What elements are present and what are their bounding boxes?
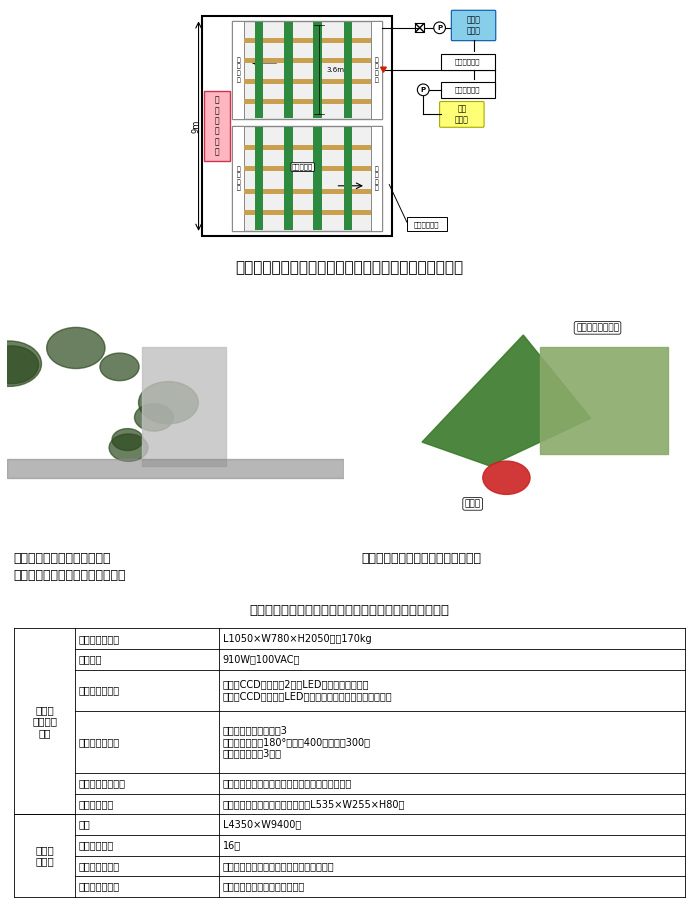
Text: 収
穫
ロ
ボ
ッ
ト: 収 穫 ロ ボ ッ ト	[215, 95, 219, 156]
Text: 切断刃付き開閉フィンガ、把持確認用光電センサ: 切断刃付き開閉フィンガ、把持確認用光電センサ	[223, 778, 352, 788]
Text: L1050×W780×H2050㎜、170kg: L1050×W780×H2050㎜、170kg	[223, 634, 371, 644]
Bar	[244, 57, 370, 63]
Bar	[233, 21, 244, 119]
Text: 図２　定置型収穫ロボットと: 図２ 定置型収穫ロボットと	[14, 552, 111, 565]
Bar	[244, 189, 370, 194]
Text: エンドエフェクタ: エンドエフェクタ	[79, 778, 126, 788]
Bar	[233, 21, 382, 119]
Text: 収容箱: 収容箱	[465, 499, 481, 508]
Circle shape	[145, 360, 174, 380]
Text: P: P	[437, 25, 442, 31]
Text: 循環式移動栽培装置の連動: 循環式移動栽培装置の連動	[14, 569, 127, 583]
FancyBboxPatch shape	[440, 102, 484, 127]
Circle shape	[145, 325, 177, 348]
Text: 所要電力: 所要電力	[79, 654, 103, 664]
Bar	[233, 126, 382, 232]
Bar	[244, 79, 370, 85]
Circle shape	[43, 424, 89, 454]
Circle shape	[75, 356, 137, 400]
Circle shape	[417, 84, 429, 95]
Text: 搬
送
装
置: 搬 送 装 置	[375, 57, 378, 83]
Circle shape	[140, 324, 194, 362]
Bar	[344, 127, 352, 230]
Bar	[370, 126, 382, 232]
Text: 寸法: 寸法	[79, 820, 91, 830]
Text: 9m: 9m	[192, 119, 201, 133]
Bar	[244, 145, 370, 150]
Bar	[255, 22, 264, 118]
Polygon shape	[422, 335, 591, 465]
Text: かんぽ
タンク: かんぽ タンク	[467, 15, 480, 35]
Text: 16台: 16台	[223, 840, 241, 850]
Bar	[204, 91, 230, 161]
Circle shape	[483, 461, 530, 494]
Text: 定置型
ロボット
本体: 定置型 ロボット 本体	[32, 704, 57, 738]
Circle shape	[0, 415, 37, 442]
FancyBboxPatch shape	[452, 10, 496, 41]
Text: パイプハウス: パイプハウス	[414, 221, 440, 228]
Bar	[540, 347, 668, 454]
Text: マシンビジョン: マシンビジョン	[79, 685, 120, 695]
Text: エンドエフェクタ: エンドエフェクタ	[576, 324, 619, 333]
Bar	[244, 99, 370, 104]
Bar	[142, 347, 226, 465]
Text: 図１　定置型収穫ロボットと循環式移動栽培装置の配置: 図１ 定置型収穫ロボットと循環式移動栽培装置の配置	[236, 260, 463, 275]
Bar	[244, 210, 370, 215]
Text: 横移送ユニット: 横移送ユニット	[79, 882, 120, 892]
Bar	[415, 23, 424, 33]
Bar	[407, 217, 447, 232]
Text: 3.6m: 3.6m	[326, 67, 344, 73]
Text: 収容台：左右両側、対応ケース：L535×W255×H80㎜: 収容台：左右両側、対応ケース：L535×W255×H80㎜	[223, 799, 405, 809]
Text: トレイ収容部: トレイ収容部	[79, 799, 114, 809]
Bar	[244, 38, 370, 43]
Text: 栽培ベッド: 栽培ベッド	[292, 164, 313, 170]
Polygon shape	[381, 67, 387, 73]
Text: 円筒座標型、自由度：3
可動範囲：回転180°、昇降400㎜、前後300㎜
フィンガ傾斜：3段階: 円筒座標型、自由度：3 可動範囲：回転180°、昇降400㎜、前後300㎜ フィ…	[223, 725, 370, 759]
Bar	[7, 459, 345, 478]
Text: 灌水ユニット: 灌水ユニット	[455, 58, 480, 65]
Text: 表１　定置型収穫ロボットと循環式移動栽培装置の仕様: 表１ 定置型収穫ロボットと循環式移動栽培装置の仕様	[250, 604, 449, 617]
Bar	[344, 22, 352, 118]
Bar	[284, 127, 292, 230]
Circle shape	[434, 22, 445, 34]
Bar	[313, 127, 322, 230]
Bar	[370, 21, 382, 119]
Circle shape	[147, 438, 199, 474]
Text: L4350×W9400㎜: L4350×W9400㎜	[223, 820, 301, 830]
Text: ラチェット式送り棒、レバークランク駆動: ラチェット式送り棒、レバークランク駆動	[223, 861, 334, 871]
Bar	[202, 16, 391, 236]
Bar	[441, 54, 495, 70]
Text: 搬
送
装
置: 搬 送 装 置	[375, 166, 378, 191]
Bar	[441, 82, 495, 98]
Bar	[244, 165, 370, 171]
Text: 図３　エンドエフェクタによる採果: 図３ エンドエフェクタによる採果	[361, 552, 482, 565]
Text: 縦移送ユニット: 縦移送ユニット	[79, 861, 120, 871]
Text: 栽培ベッド数: 栽培ベッド数	[79, 840, 114, 850]
Text: 移動栽
培装置: 移動栽 培装置	[35, 844, 54, 866]
Bar	[255, 127, 264, 230]
Circle shape	[100, 355, 145, 386]
Text: 防除
タンク: 防除 タンク	[455, 105, 469, 125]
Bar	[233, 126, 244, 232]
Text: マニピュレータ: マニピュレータ	[79, 737, 120, 747]
Text: 910W（100VAC）: 910W（100VAC）	[223, 654, 300, 664]
Text: 搬
送
装
置: 搬 送 装 置	[236, 57, 240, 83]
Bar	[313, 22, 322, 118]
Text: カラーCCDカメラ：2台、LEDバー照明（固定）
カラーCCDカメラ、LEDリング照明（エンドエフェクタ）: カラーCCDカメラ：2台、LEDバー照明（固定） カラーCCDカメラ、LEDリン…	[223, 680, 392, 701]
Text: チェーンコンベア、可変速機能: チェーンコンベア、可変速機能	[223, 882, 305, 892]
Text: 搬
送
装
置: 搬 送 装 置	[236, 166, 240, 191]
Text: 寸法および質量: 寸法および質量	[79, 634, 120, 644]
Bar	[284, 22, 292, 118]
Text: 防除ユニット: 防除ユニット	[455, 86, 480, 93]
Text: P: P	[421, 87, 426, 93]
